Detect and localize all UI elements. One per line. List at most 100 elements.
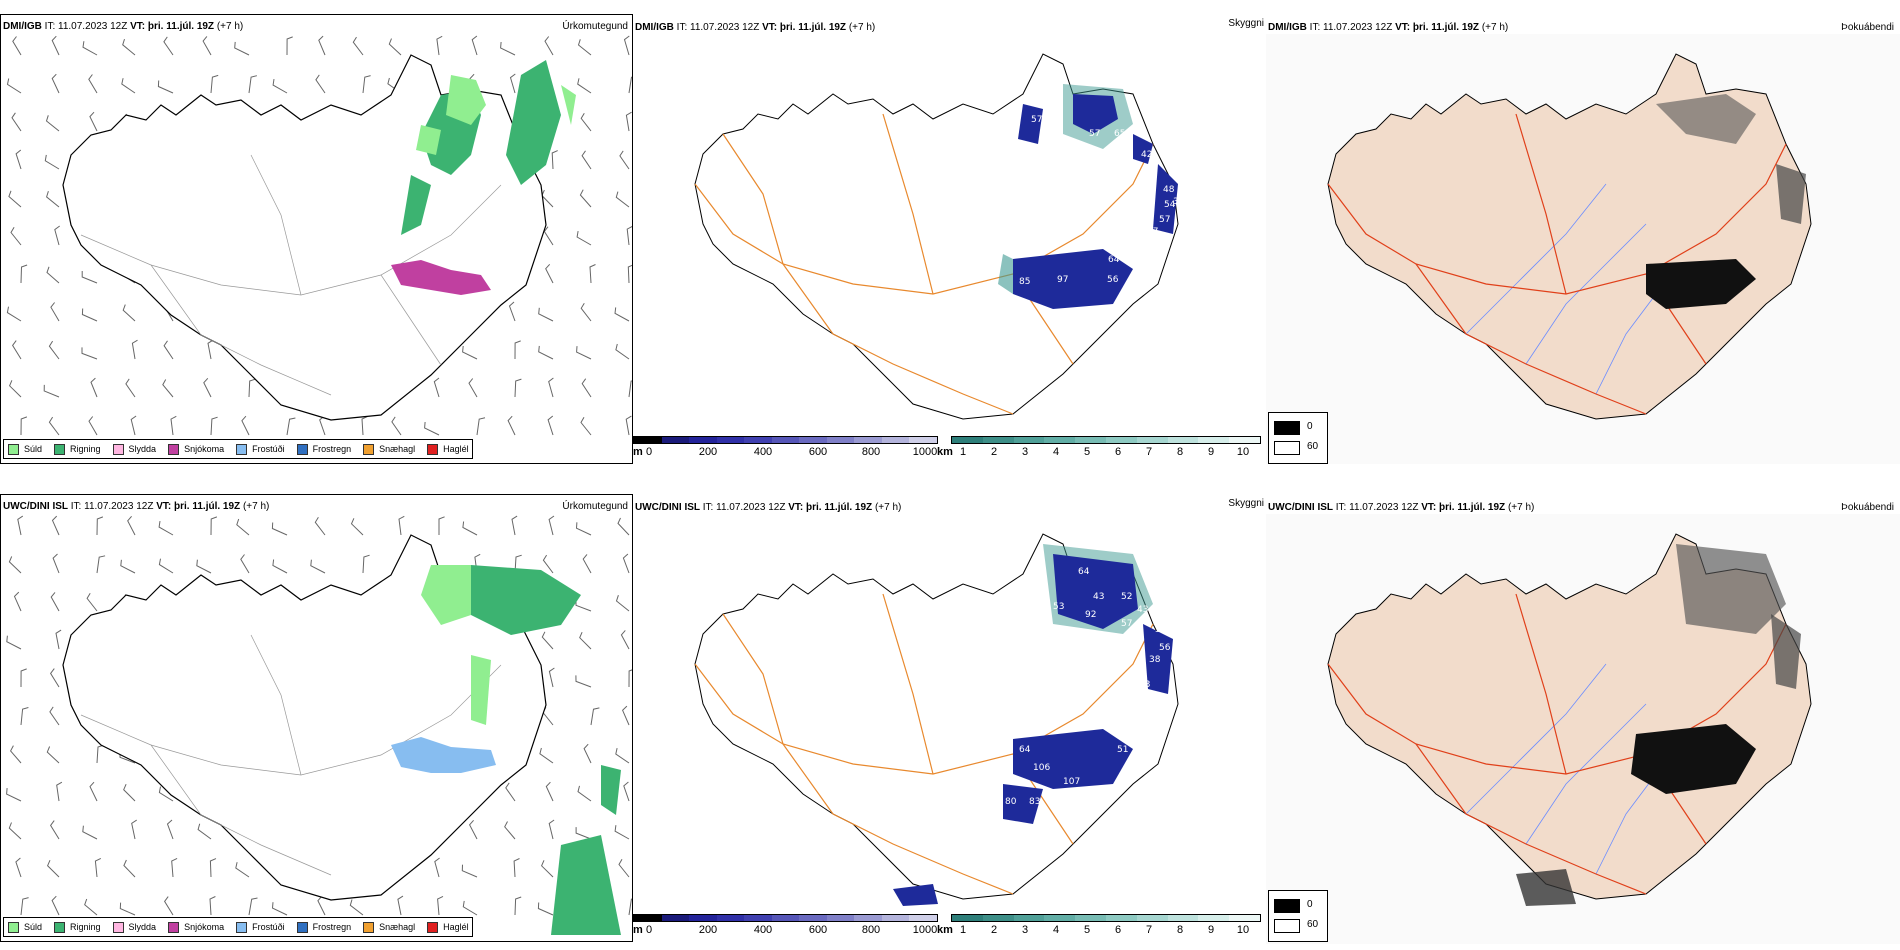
it-label: IT:: [70, 501, 82, 512]
visibility-map: 64 48 43 52 53 92 43 57 36 56 38 63 73 6…: [694, 533, 1179, 906]
wind-barb: [626, 225, 632, 246]
legend-swatch: [54, 443, 66, 455]
it-value: 11.07.2023 12Z: [1323, 22, 1393, 33]
wind-barb: [51, 73, 60, 94]
wind-barb: [362, 554, 370, 574]
tick: 10: [1236, 446, 1250, 458]
wind-barb: [96, 555, 106, 574]
wind-barb: [577, 785, 592, 802]
fog-swatch-60: [1274, 919, 1300, 933]
wind-barb: [46, 266, 60, 284]
lead-time: (+7 h): [242, 501, 270, 512]
wind-barb: [628, 898, 632, 916]
legend-label: Haglél: [443, 444, 469, 454]
legend-item: Frostregn: [296, 921, 351, 933]
unit-m: m: [633, 924, 643, 936]
wind-barb: [547, 415, 554, 436]
vt-value: þri. 11.júl. 19Z: [147, 21, 215, 32]
panel-header: DMI/IGB IT: 11.07.2023 12Z VT: þri. 11.j…: [3, 21, 243, 32]
wind-barb: [6, 78, 22, 94]
wind-barb: [131, 819, 137, 840]
wind-barb: [538, 307, 554, 322]
colorbar-segment: [1105, 915, 1137, 921]
wind-barb: [319, 415, 326, 436]
tick: 5: [1083, 924, 1091, 936]
wind-barb: [15, 857, 22, 878]
precip-title: Úrkomutegund: [562, 21, 628, 32]
wind-barb: [514, 340, 521, 360]
svg-text:42: 42: [1141, 150, 1152, 160]
wind-barb: [462, 345, 478, 360]
vt-label: VT:: [788, 502, 804, 513]
visibility-fog: [893, 544, 1173, 906]
wind-barb: [541, 631, 554, 650]
wind-barb: [315, 74, 326, 94]
wind-barb: [158, 521, 174, 536]
wind-barb: [45, 115, 60, 132]
wind-barb: [86, 593, 98, 612]
precip-map: [6, 35, 632, 436]
colorbar-segment: [716, 437, 745, 443]
wind-barb: [197, 823, 212, 840]
visibility-map: 57 91 77 57 65 42 48 54 57 31 67 62 64 8…: [694, 53, 1184, 420]
colorbar-strip: [951, 914, 1261, 922]
colorbar-segment: [881, 915, 910, 921]
wind-barb: [628, 380, 632, 398]
colorbar-segment: [689, 915, 717, 921]
legend-item: Rigning: [54, 921, 101, 933]
colorbar-segment: [771, 915, 800, 921]
tick: 3: [1021, 446, 1029, 458]
wind-barb: [48, 340, 60, 360]
fog-label-0: 0: [1307, 899, 1313, 910]
wind-barb: [158, 786, 174, 802]
wind-barb: [88, 416, 98, 436]
vt-value: þri. 11.júl. 19Z: [1412, 22, 1480, 33]
wind-barb: [11, 112, 22, 132]
wind-barb: [589, 264, 596, 284]
wind-barb: [476, 417, 486, 436]
svg-text:43: 43: [1137, 605, 1148, 615]
wind-barb: [615, 747, 630, 764]
lead-time: (+7 h): [874, 502, 902, 513]
colorbar-segment: [1167, 437, 1199, 443]
legend-item: Frostúði: [236, 443, 285, 455]
wind-barb: [623, 35, 630, 56]
wind-barb: [580, 417, 592, 436]
wind-barb: [10, 227, 22, 246]
wind-barb: [352, 36, 364, 56]
legend-swatch: [427, 921, 439, 933]
wind-barb: [625, 415, 632, 436]
wind-barb: [545, 263, 554, 284]
wind-barb: [125, 378, 136, 398]
wind-barb: [349, 899, 364, 916]
wind-barb: [397, 895, 404, 916]
colorbar-segment: [689, 437, 717, 443]
precip-rain: [471, 565, 621, 935]
colorbar-segment: [1013, 437, 1045, 443]
legend-item: Haglél: [427, 921, 469, 933]
rivers: [1465, 663, 1657, 875]
colorbar-segment: [799, 437, 827, 443]
wind-barb: [51, 515, 60, 536]
wind-barb: [614, 825, 630, 840]
tick: 0: [645, 924, 653, 936]
wind-barb: [272, 559, 288, 574]
wind-barb: [619, 150, 630, 170]
colorbar-segment: [716, 915, 745, 921]
wind-barb: [286, 36, 293, 56]
roads: [1327, 113, 1787, 415]
legend-label: Snjókoma: [184, 444, 225, 454]
wind-barb: [127, 515, 136, 536]
it-label: IT:: [1335, 502, 1347, 513]
colorbar-segment: [1075, 437, 1106, 443]
wind-barb: [49, 706, 60, 726]
tick: 7: [1145, 446, 1153, 458]
wind-barb: [509, 73, 516, 94]
tick: 1000: [912, 446, 938, 458]
colorbar-segment: [1229, 915, 1260, 921]
svg-text:62: 62: [1048, 227, 1059, 237]
wind-barb: [514, 554, 522, 574]
wind-barb: [89, 781, 98, 802]
wind-barb: [500, 41, 516, 56]
tick: 1: [959, 446, 967, 458]
